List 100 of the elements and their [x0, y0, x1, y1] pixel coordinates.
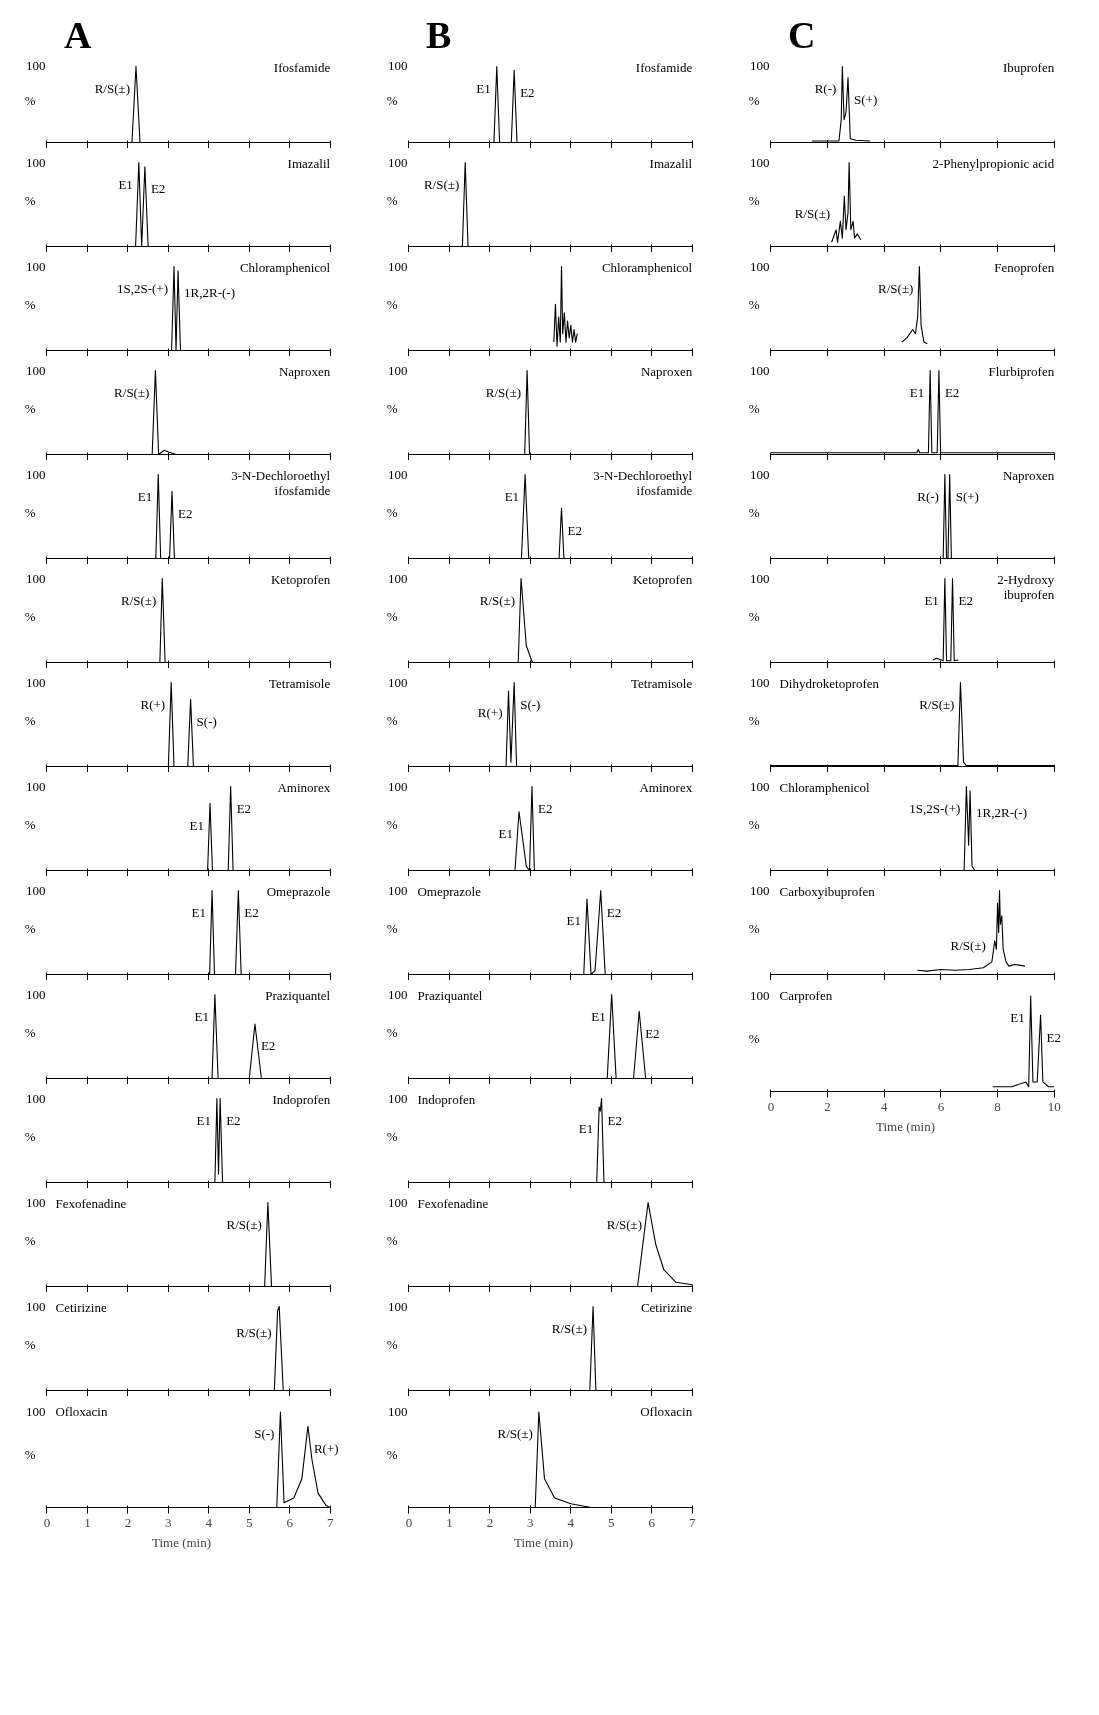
- chart-title: Ketoprofen: [632, 571, 693, 587]
- text: C: [787, 13, 816, 56]
- annotation: E1: [498, 826, 514, 842]
- text: 100: [388, 882, 408, 898]
- annotation: 1R,2R-(-): [976, 805, 1027, 821]
- annotation: S(-): [196, 713, 217, 729]
- chart-title: Naproxen: [640, 363, 693, 379]
- text: 100: [388, 466, 408, 482]
- annotation: E2: [606, 905, 622, 921]
- text: B: [425, 13, 452, 56]
- chart-title: Ifosfamide: [635, 60, 693, 76]
- text: 100: [388, 154, 408, 170]
- annotation: R/S(±): [950, 938, 986, 954]
- y-axis-title: %: [386, 816, 398, 832]
- annotation: R/S(±): [94, 80, 130, 96]
- x-tick-label: 2: [124, 1514, 132, 1530]
- chart-title: Aminorex: [277, 779, 331, 795]
- annotation: E1: [189, 817, 205, 833]
- chart-title: Ofloxacin: [55, 1404, 108, 1420]
- x-tick-label: 4: [881, 1098, 889, 1114]
- x-axis-title: Time (min): [513, 1534, 574, 1550]
- annotation: 1R,2R-(-): [184, 285, 235, 301]
- chart-title: Imazalil: [287, 155, 331, 171]
- text: 100: [750, 987, 770, 1003]
- y-axis-title: %: [24, 920, 36, 936]
- annotation: R/S(±): [551, 1321, 588, 1337]
- y-axis-title: %: [24, 400, 36, 416]
- y-axis-title: %: [24, 816, 36, 832]
- y-axis-title: %: [386, 712, 398, 728]
- y-axis-title: %: [24, 93, 36, 109]
- chart-title: Flurbiprofen: [988, 363, 1055, 379]
- text: 100: [26, 1298, 46, 1314]
- text: 100: [26, 154, 46, 170]
- y-axis-title: %: [386, 1447, 398, 1463]
- text: 100: [750, 778, 770, 794]
- annotation: R/S(±): [479, 593, 516, 609]
- annotation: E2: [607, 1113, 623, 1129]
- chart-title: 3-N-Dechloroethyl ifosfamide: [231, 467, 331, 498]
- annotation: R(+): [140, 697, 166, 713]
- text: 100: [388, 1403, 408, 1419]
- annotation: R/S(±): [878, 281, 914, 297]
- y-axis-title: %: [386, 296, 398, 312]
- text: 100: [388, 58, 408, 74]
- chart-title: Ketoprofen: [270, 571, 331, 587]
- chart-title: Chloramphenicol: [601, 259, 693, 275]
- x-tick-label: 1: [446, 1514, 453, 1530]
- x-tick-label: 6: [937, 1098, 945, 1114]
- text: 100: [750, 674, 770, 690]
- y-axis-title: %: [748, 712, 760, 728]
- x-tick-label: 0: [767, 1098, 775, 1114]
- annotation: E1: [909, 385, 925, 401]
- annotation: E1: [591, 1009, 606, 1025]
- y-axis-title: %: [748, 93, 760, 109]
- x-axis-title: Time (min): [151, 1534, 212, 1550]
- annotation: E2: [236, 801, 252, 817]
- chart-title: Omeprazole: [266, 883, 331, 899]
- y-axis-title: %: [386, 1336, 398, 1352]
- x-tick-label: 5: [246, 1514, 253, 1530]
- annotation: R/S(±): [226, 1217, 262, 1233]
- text: 100: [26, 258, 46, 274]
- y-axis-title: %: [24, 1128, 36, 1144]
- annotation: E2: [537, 801, 553, 817]
- x-tick-label: 2: [824, 1098, 831, 1114]
- y-axis-title: %: [386, 192, 398, 208]
- text: 100: [388, 674, 408, 690]
- text: 100: [388, 778, 408, 794]
- annotation: E2: [244, 905, 259, 921]
- text: 100: [26, 58, 46, 74]
- annotation: 1S,2S-(+): [116, 281, 169, 297]
- annotation: R/S(±): [120, 593, 157, 609]
- annotation: R/S(±): [606, 1217, 643, 1233]
- annotation: E2: [944, 385, 960, 401]
- chart-title: Chloramphenicol: [779, 779, 871, 795]
- annotation: E2: [226, 1113, 241, 1129]
- chart-title: Indoprofen: [417, 1091, 476, 1107]
- annotation: R(-): [917, 489, 939, 505]
- text: 100: [26, 1403, 46, 1419]
- y-axis-title: %: [24, 296, 36, 312]
- text: 100: [26, 1194, 46, 1210]
- annotation: E2: [177, 505, 193, 521]
- text: 100: [26, 674, 46, 690]
- x-tick-label: 7: [326, 1514, 334, 1530]
- annotation: E1: [476, 80, 491, 96]
- annotation: R/S(±): [114, 385, 150, 401]
- x-tick-label: 3: [527, 1514, 534, 1530]
- text: 100: [388, 362, 408, 378]
- annotation: E1: [194, 1009, 209, 1025]
- annotation: E1: [137, 489, 153, 505]
- x-tick-label: 6: [648, 1514, 656, 1530]
- chart-title: Fenoprofen: [994, 259, 1055, 275]
- y-axis-title: %: [748, 192, 760, 208]
- text: 100: [26, 986, 46, 1002]
- chart-title: Cetirizine: [55, 1299, 107, 1315]
- x-tick-label: 3: [165, 1514, 172, 1530]
- annotation: R(+): [477, 705, 503, 721]
- chart-title: Praziquantel: [417, 987, 483, 1003]
- annotation: E2: [958, 593, 973, 609]
- chart-title: Cetirizine: [640, 1299, 693, 1315]
- annotation: R/S(±): [919, 697, 955, 713]
- chart-title: Carprofen: [779, 988, 833, 1004]
